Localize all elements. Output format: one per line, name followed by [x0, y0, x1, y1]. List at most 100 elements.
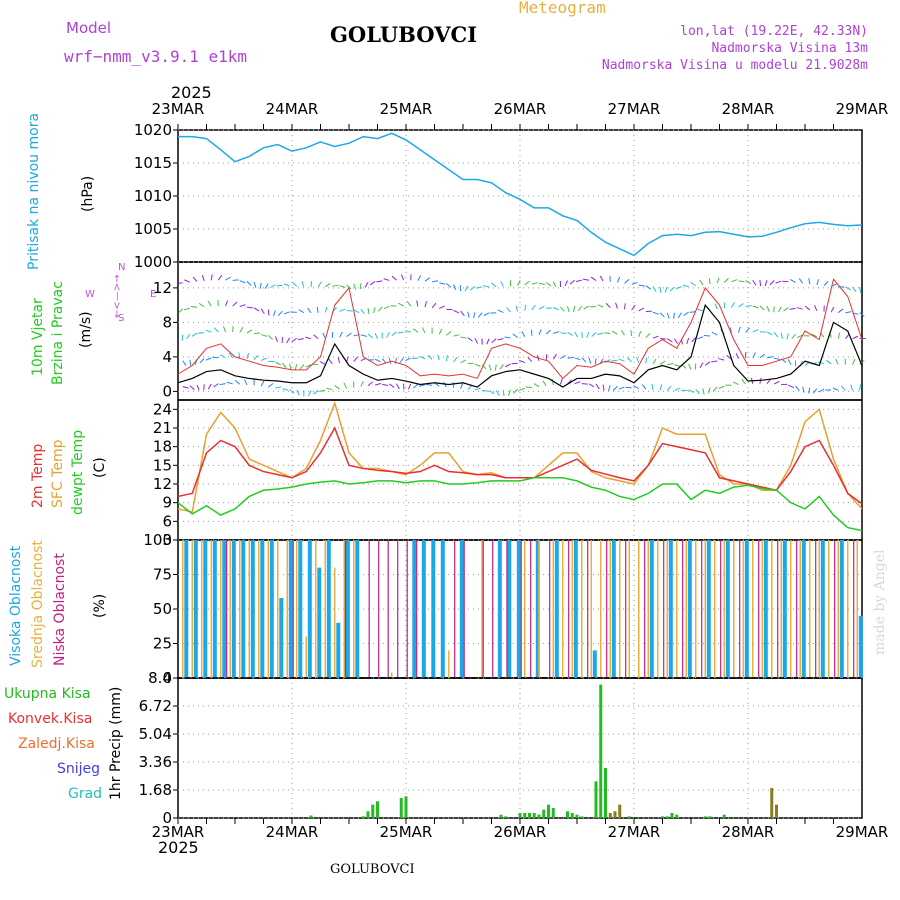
wind-arrow — [196, 384, 200, 391]
wind-arrow — [407, 383, 412, 390]
wind-arrow — [332, 284, 339, 287]
temp-tick-label: 24 — [153, 400, 172, 418]
cloud-high-bar — [839, 540, 844, 678]
wind-arrow — [396, 383, 400, 390]
wind-arrow — [594, 358, 597, 365]
wind-arrow — [631, 282, 638, 285]
cloud-high-bar — [298, 540, 303, 678]
footer-title: GOLUBOVCI — [330, 862, 415, 877]
temp-2m-line — [177, 426, 863, 505]
wind-arrow — [277, 310, 283, 316]
wind-arrow — [716, 277, 720, 284]
wind-arrow — [413, 383, 419, 389]
wind-arrow — [573, 305, 576, 313]
wind-arrow — [524, 304, 527, 311]
wind-arrow — [664, 286, 668, 293]
cloud-high-bar — [222, 540, 227, 678]
wind-arrow — [638, 331, 642, 338]
wind-arrow — [305, 336, 312, 340]
precip-total-bar — [518, 813, 522, 818]
wind-arrow — [667, 363, 674, 366]
wind-arrow — [604, 332, 611, 335]
wind-arrow — [666, 312, 670, 319]
wind-arrow — [438, 328, 443, 335]
wind-arrow — [850, 384, 853, 391]
pressure-tick-label: 1005 — [134, 220, 172, 238]
x-tick-label-bottom: 24MAR — [266, 823, 319, 841]
wind-arrow — [246, 353, 250, 360]
wind-arrow — [796, 334, 803, 338]
wind-arrow — [316, 306, 319, 313]
cloud-high-bar — [649, 540, 654, 678]
wind-arrow — [417, 275, 422, 281]
compass-s: S — [118, 313, 125, 324]
wind-arrow — [432, 280, 439, 283]
wind-arrow — [699, 279, 704, 286]
cloud-high-bar — [250, 540, 255, 678]
wind-arrow — [802, 386, 805, 393]
wind-arrow — [686, 337, 690, 344]
wind-arrow — [553, 331, 560, 334]
wind-arrow — [274, 336, 279, 343]
wind-arrow — [605, 302, 611, 309]
cloud-high-bar — [431, 540, 436, 678]
x-tick-label-top: 26MAR — [494, 100, 547, 118]
wind-arrow — [383, 305, 390, 310]
wind-arrow — [560, 332, 567, 335]
wind-arrow — [424, 277, 431, 282]
wind-arrow — [859, 384, 862, 391]
wind-arrow — [702, 388, 705, 395]
precip-legend-total: Ukupna Kisa — [4, 686, 91, 702]
wind-arrow — [500, 281, 504, 287]
x-tick-label-bottom: 26MAR — [494, 823, 547, 841]
precip-total-bar — [547, 804, 550, 818]
wind-arrow — [538, 305, 545, 310]
elevation-label: Nadmorska Visina 13m — [711, 41, 868, 56]
precip-total-bar — [599, 684, 603, 818]
wind-arrow — [207, 383, 212, 390]
precip-frz-bar — [770, 788, 774, 818]
wind-arrow — [260, 334, 267, 337]
model-label: Model — [66, 19, 112, 37]
wind-arrow — [289, 389, 295, 394]
wind-arrow — [582, 278, 589, 281]
wind-arrow — [339, 308, 346, 312]
wind-arrow — [789, 307, 796, 310]
wind-arrow — [844, 333, 850, 340]
wind-arrow — [766, 356, 773, 359]
wind-arrow — [491, 282, 497, 288]
wind-arrow — [483, 312, 490, 317]
wind-arrow — [217, 300, 219, 307]
wind-arrow — [682, 285, 689, 287]
wind-tick-label: 4 — [162, 348, 172, 366]
wind-arrow — [723, 277, 729, 283]
wind-arrow — [369, 281, 376, 286]
wind-arrow — [688, 389, 695, 394]
wind-arrow — [766, 331, 773, 336]
wind-arrow — [184, 307, 191, 311]
wind-arrow — [353, 356, 358, 362]
station-title: GOLUBOVCI — [330, 22, 478, 47]
precip-total-bar — [604, 768, 607, 818]
cloud-high-bar — [507, 540, 512, 678]
cloud-high-bar — [269, 540, 274, 678]
wind-arrow — [283, 283, 290, 287]
temp-tick-label: 6 — [162, 512, 172, 530]
wind-arrow — [611, 359, 618, 362]
cloud-high-bar — [212, 540, 217, 678]
wind-arrow — [674, 364, 681, 367]
wind-arrow — [574, 381, 581, 385]
pressure-line — [178, 132, 863, 257]
precip-legend-hail: Grad — [68, 786, 103, 802]
cloud-high-bar — [687, 540, 692, 678]
wind-arrow — [391, 331, 397, 337]
wind-arrow — [191, 332, 198, 337]
cloud-high-bar — [497, 540, 502, 678]
x-tick-label-top: 29MAR — [836, 100, 889, 118]
wind-arrow — [645, 285, 652, 290]
wind-arrow — [738, 303, 744, 308]
wind-arrow — [353, 283, 357, 290]
wind-arrow — [591, 331, 597, 337]
wind-arrow — [808, 387, 811, 394]
